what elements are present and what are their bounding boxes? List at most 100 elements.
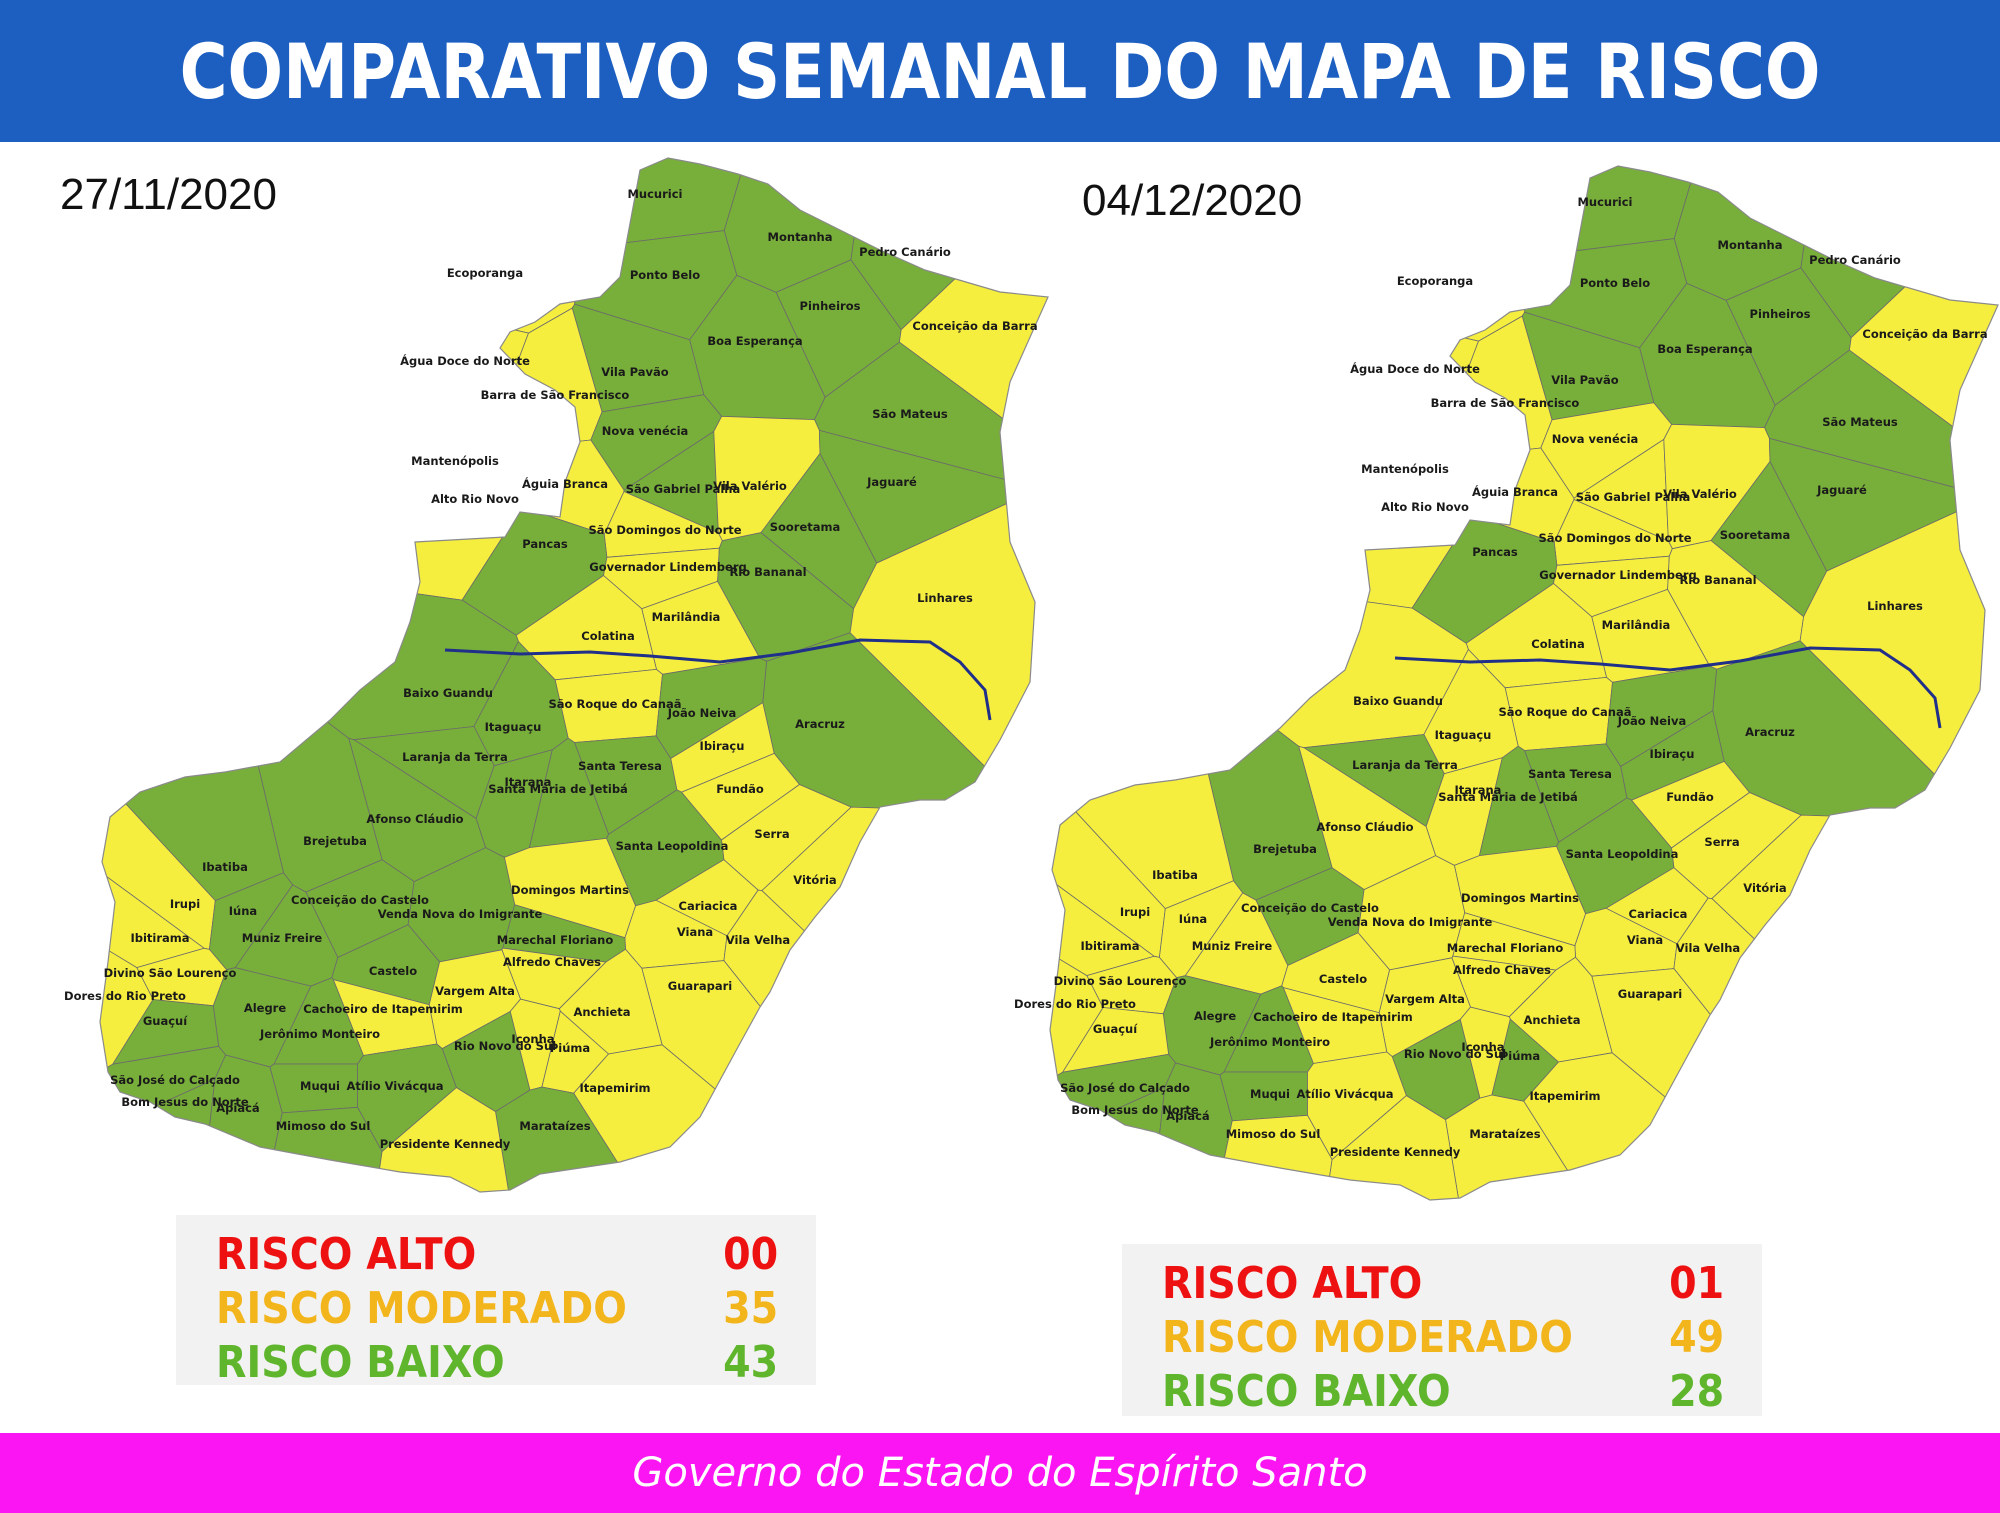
municipality-label: Itarana [505, 775, 552, 789]
municipality-label: Guaçuí [1093, 1022, 1138, 1036]
municipality-label: Irupi [170, 897, 200, 911]
municipality-label: Ibatiba [1152, 868, 1198, 882]
municipality-label: Marilândia [652, 610, 721, 624]
municipality-label: Alto Rio Novo [431, 492, 519, 506]
legend-value: 35 [722, 1283, 778, 1334]
municipality-label: Serra [754, 827, 789, 841]
municipality-label: Sooretama [770, 520, 841, 534]
municipality-label: Ibitirama [1080, 939, 1139, 953]
legend-label: RISCO ALTO [216, 1229, 477, 1280]
municipality-label: Bom Jesus do Norte [1071, 1103, 1198, 1117]
municipality-label: Mucurici [1577, 195, 1632, 209]
municipality-label: Santa Teresa [1528, 767, 1612, 781]
municipality-label: Brejetuba [1253, 842, 1317, 856]
municipality-label: Rio Novo do Sul [1404, 1047, 1506, 1061]
municipality-label: Fundão [1666, 790, 1714, 804]
municipality-label: Laranja da Terra [402, 750, 508, 764]
municipality-label: João Neiva [1617, 714, 1686, 728]
legend-label: RISCO MODERADO [216, 1283, 627, 1334]
footer-banner: Governo do Estado do Espírito Santo [0, 1433, 2000, 1513]
municipality-label: Governador Lindemberg [589, 560, 746, 574]
municipality-label: Rio Bananal [729, 565, 806, 579]
municipality-label: Itapemirim [1529, 1089, 1600, 1103]
municipality-label: Iconha [511, 1032, 554, 1046]
legend-value: 43 [722, 1337, 778, 1388]
legend-left: RISCO ALTO 00 RISCO MODERADO 35 RISCO BA… [176, 1215, 816, 1388]
legend-row-risco-moderado: RISCO MODERADO 35 [216, 1283, 778, 1337]
municipality-label: Colatina [1531, 637, 1584, 651]
municipality-label: Rio Novo do Sul [454, 1039, 556, 1053]
legend-value: 01 [1668, 1258, 1724, 1309]
municipality-label: Ponto Belo [630, 268, 700, 282]
municipality-label: Sooretama [1720, 528, 1791, 542]
rio-doce-river [444, 638, 992, 721]
municipality-label: Mimoso do Sul [1226, 1127, 1321, 1141]
municipality-label: Venda Nova do Imigrante [1328, 915, 1493, 929]
municipality-label: Marataízes [519, 1119, 590, 1133]
municipality-label: Cachoeiro de Itapemirim [303, 1002, 463, 1016]
municipality-label: Conceição do Castelo [291, 893, 429, 907]
municipality-label: Colatina [581, 629, 634, 643]
municipality-label: Santa Maria de Jetibá [1438, 790, 1578, 804]
legend-value: 49 [1668, 1312, 1724, 1363]
municipality-label: Ponto Belo [1580, 276, 1650, 290]
municipality-label: Vitória [793, 873, 836, 887]
municipality-label: Ibiraçu [1650, 747, 1695, 761]
state-border [1049, 165, 1999, 1201]
municipality-label: Afonso Cláudio [1316, 820, 1413, 834]
municipality-label: Alfredo Chaves [503, 955, 601, 969]
municipality-label: Alfredo Chaves [1453, 963, 1551, 977]
municipality-label: Aracruz [795, 717, 845, 731]
municipality-label: Pinheiros [800, 299, 861, 313]
municipality-label: Castelo [369, 964, 417, 978]
municipality-label: Marechal Floriano [497, 933, 614, 947]
risk-map-left: Mucurici Montanha Pedro Canário Ecoporanga P… [64, 157, 1049, 1193]
municipality-agua-doce-do-norte [100, 212, 530, 420]
municipality-label: Governador Lindemberg [1539, 568, 1696, 582]
municipality-atilio-vivacqua [1307, 1051, 1407, 1161]
municipality-label: Pancas [1472, 545, 1518, 559]
municipality-label: Santa Teresa [578, 759, 662, 773]
municipality-label: São Gabriel Palha [626, 482, 741, 496]
legend-row-risco-alto: RISCO ALTO 01 [1162, 1258, 1724, 1312]
state-border [99, 157, 1049, 1193]
municipality-label: Pedro Canário [859, 245, 951, 259]
municipality-label: Vargem Alta [435, 984, 515, 998]
municipality-label: Alegre [244, 1001, 287, 1015]
municipality-label: Ibatiba [202, 860, 248, 874]
municipality-label: Jaguaré [1816, 483, 1867, 497]
municipality-label: Dores do Rio Preto [1014, 997, 1136, 1011]
municipality-dores-do-rio-preto [100, 884, 154, 1133]
legend-right: RISCO ALTO 01 RISCO MODERADO 49 RISCO BA… [1122, 1244, 1762, 1417]
municipality-label: Atílio Vivácqua [346, 1079, 443, 1093]
municipality-label: Santa Leopoldina [1566, 847, 1679, 861]
municipality-label: Domingos Martins [511, 883, 629, 897]
municipality-label: Muniz Freire [242, 931, 323, 945]
municipality-label: Cachoeiro de Itapemirim [1253, 1010, 1413, 1024]
municipality-label: Barra de São Francisco [481, 388, 630, 402]
page-title: COMPARATIVO SEMANAL DO MAPA DE RISCO [179, 26, 1821, 116]
map-date-right: 04/12/2020 [1082, 176, 1303, 225]
municipality-label: Pancas [522, 537, 568, 551]
map-date-left: 27/11/2020 [60, 170, 277, 219]
municipality-label: Alto Rio Novo [1381, 500, 1469, 514]
municipality-label: Baixo Guandu [1353, 694, 1443, 708]
municipality-dores-do-rio-preto [1050, 892, 1104, 1141]
municipality-label: Muqui [300, 1079, 340, 1093]
municipality-label: Rio Bananal [1679, 573, 1756, 587]
municipality-label: Nova venécia [602, 424, 689, 438]
municipality-label: São Roque do Canaã [1499, 705, 1632, 719]
legend-value: 28 [1668, 1366, 1724, 1417]
municipality-label: Boa Esperança [1657, 342, 1752, 356]
municipality-label: Piúma [550, 1041, 590, 1055]
municipality-label: Vargem Alta [1385, 992, 1465, 1006]
municipality-label: Presidente Kennedy [380, 1137, 511, 1151]
legend-value: 00 [722, 1229, 778, 1280]
municipality-label: Muqui [1250, 1087, 1290, 1101]
municipality-label: Piúma [1500, 1049, 1540, 1063]
municipality-label: São José do Calçado [110, 1073, 240, 1087]
municipality-label: São José do Calçado [1060, 1081, 1190, 1095]
municipality-label: Conceição do Castelo [1241, 901, 1379, 915]
municipality-label: Águia Branca [522, 476, 608, 491]
municipality-label: Marilândia [1602, 618, 1671, 632]
